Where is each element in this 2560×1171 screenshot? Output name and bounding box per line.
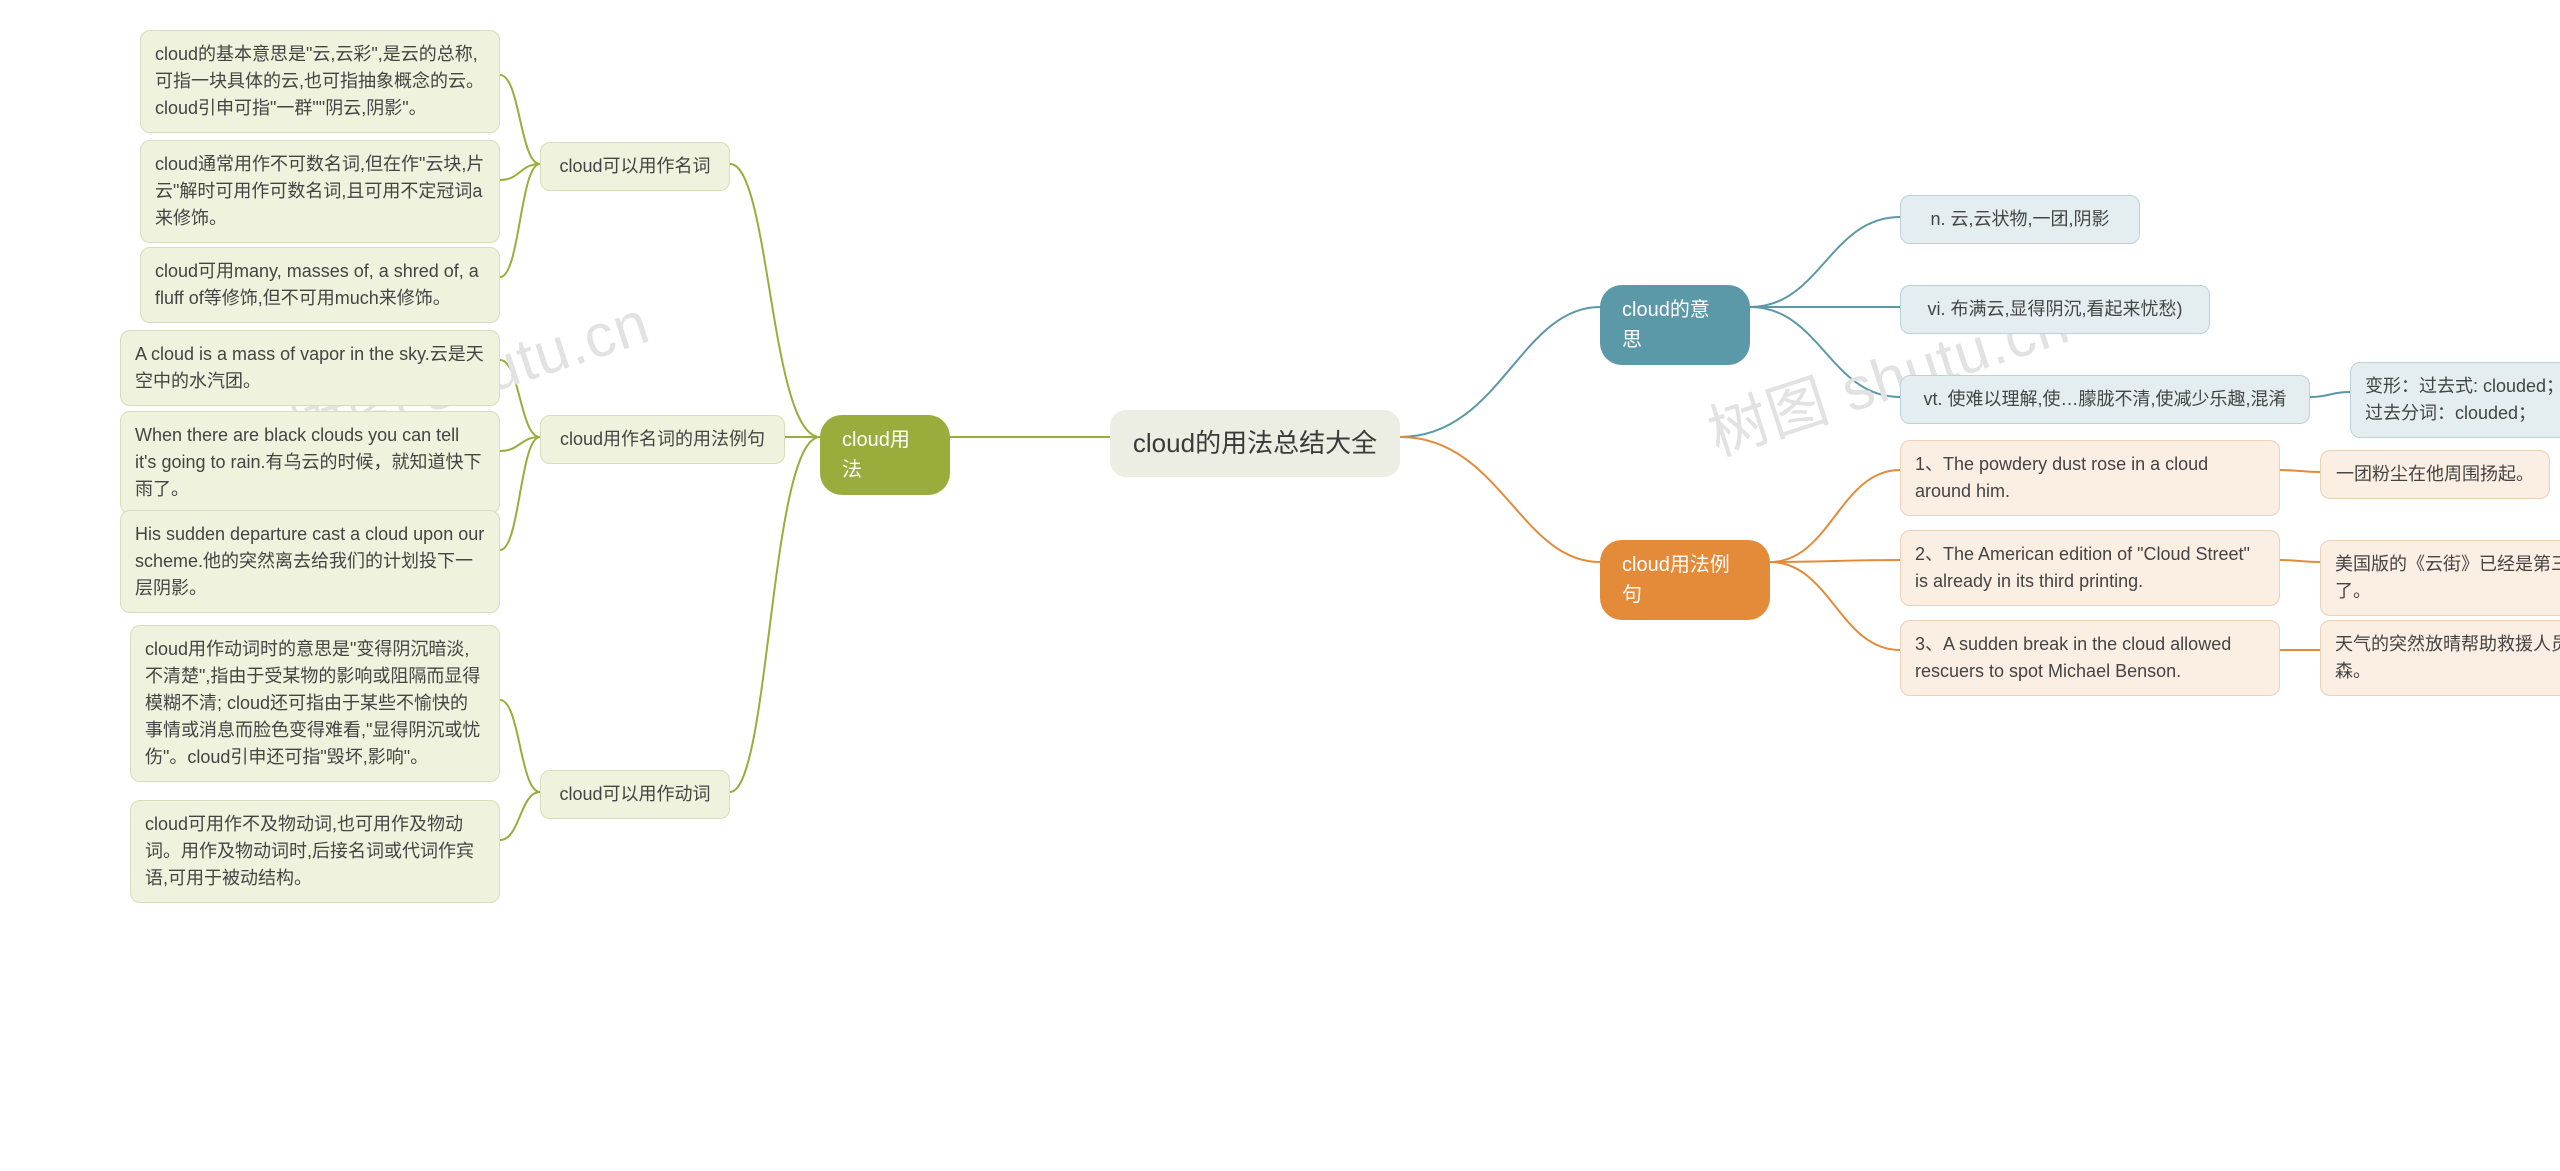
branch-examples[interactable]: cloud用法例句 xyxy=(1600,540,1770,620)
usage-g2-item-1: cloud可用作不及物动词,也可用作及物动词。用作及物动词时,后接名词或代词作宾… xyxy=(130,800,500,903)
example-item-2-child: 天气的突然放晴帮助救援人员找到了迈克尔·本森。 xyxy=(2320,620,2560,696)
usage-g0-item-1: cloud通常用作不可数名词,但在作"云块,片云"解时可用作可数名词,且可用不定… xyxy=(140,140,500,243)
example-item-2: 3、A sudden break in the cloud allowed re… xyxy=(1900,620,2280,696)
meaning-item-0: n. 云,云状物,一团,阴影 xyxy=(1900,195,2140,244)
usage-g1-item-0: A cloud is a mass of vapor in the sky.云是… xyxy=(120,330,500,406)
usage-group-0[interactable]: cloud可以用作名词 xyxy=(540,142,730,191)
usage-group-1[interactable]: cloud用作名词的用法例句 xyxy=(540,415,785,464)
example-item-0: 1、The powdery dust rose in a cloud aroun… xyxy=(1900,440,2280,516)
meaning-item-2-child: 变形：过去式: clouded； 现在分词：clouding； 过去分词：clo… xyxy=(2350,362,2560,438)
example-item-0-child: 一团粉尘在他周围扬起。 xyxy=(2320,450,2550,499)
meaning-item-1: vi. 布满云,显得阴沉,看起来忧愁) xyxy=(1900,285,2210,334)
usage-g0-item-2: cloud可用many, masses of, a shred of, a fl… xyxy=(140,247,500,323)
meaning-item-2: vt. 使难以理解,使…朦胧不清,使减少乐趣,混淆 xyxy=(1900,375,2310,424)
branch-usage[interactable]: cloud用法 xyxy=(820,415,950,495)
usage-g0-item-0: cloud的基本意思是"云,云彩",是云的总称,可指一块具体的云,也可指抽象概念… xyxy=(140,30,500,133)
example-item-1-child: 美国版的《云街》已经是第三次印刷了。 xyxy=(2320,540,2560,616)
branch-meaning[interactable]: cloud的意思 xyxy=(1600,285,1750,365)
usage-g1-item-1: When there are black clouds you can tell… xyxy=(120,411,500,514)
usage-g2-item-0: cloud用作动词时的意思是"变得阴沉暗淡,不清楚",指由于受某物的影响或阻隔而… xyxy=(130,625,500,782)
usage-group-2[interactable]: cloud可以用作动词 xyxy=(540,770,730,819)
usage-g1-item-2: His sudden departure cast a cloud upon o… xyxy=(120,510,500,613)
root-node[interactable]: cloud的用法总结大全 xyxy=(1110,410,1400,477)
example-item-1: 2、The American edition of "Cloud Street"… xyxy=(1900,530,2280,606)
